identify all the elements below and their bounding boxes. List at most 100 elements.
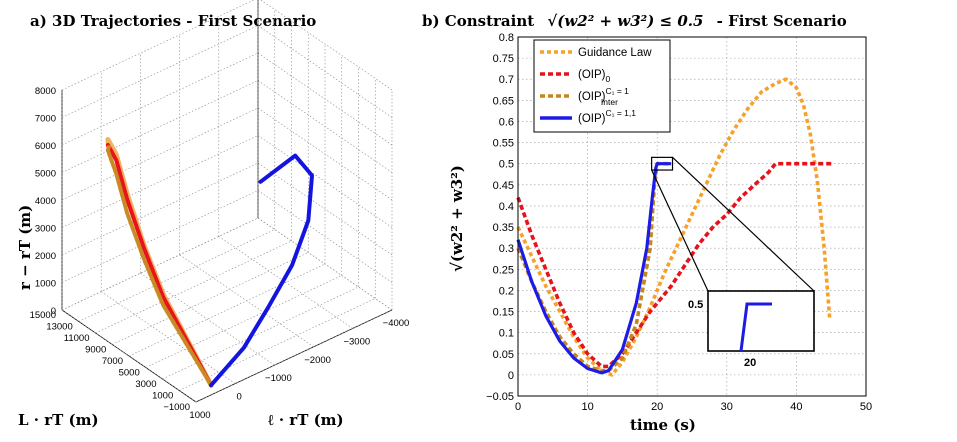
panel-constraint: b) Constraint √(w2² + w3²) ≤ 0.5 - First…: [422, 12, 872, 434]
grid-line: [112, 252, 309, 345]
z-tick-labels: 0 1000 2000 3000 4000 5000 6000 7000 8000: [35, 86, 56, 317]
grid-line: [128, 263, 326, 357]
y-tick-label: 11000: [64, 333, 90, 344]
x-tick-label: −1000: [265, 373, 292, 384]
grid-line: [257, 135, 393, 228]
z-tick-label: 1000: [35, 279, 56, 290]
x-tick-label: −2000: [304, 355, 331, 366]
x-axis-label-2d: time (s): [630, 416, 696, 434]
y-tick-label: 0.35: [493, 222, 514, 234]
y-tick-label: 15000: [30, 310, 56, 321]
y-tick-label: 3000: [135, 379, 156, 390]
y-tick-label: 0.3: [499, 243, 514, 255]
grid-line: [61, 107, 259, 201]
grid-line: [162, 286, 359, 380]
trajectory-0: [105, 137, 214, 388]
grid-line: [218, 236, 353, 329]
y-tick-label: 0.8: [499, 32, 514, 44]
series-line-2: [516, 161, 672, 373]
x-tick-label: 10: [581, 401, 593, 413]
y-tick-label: 0.75: [493, 53, 514, 65]
grid-line: [61, 0, 255, 91]
y-tick-label: 13000: [46, 322, 72, 333]
grid-line: [257, 80, 393, 173]
x-tick-label: 1000: [189, 410, 210, 421]
grid-line: [61, 52, 259, 146]
y-tick-label: 0.25: [493, 264, 514, 276]
trajectory-3: [209, 153, 314, 388]
grid-line: [95, 240, 292, 334]
legend-label-3: (OIP)C₁ = 1,1: [578, 108, 636, 125]
grid-line: [257, 52, 393, 146]
z-tick-label: 3000: [35, 224, 56, 235]
grid-line: [179, 298, 376, 391]
y-tick-label: 5000: [119, 368, 140, 379]
z-tick-label: 0: [51, 306, 56, 317]
grid-line: [145, 275, 342, 368]
x-tick-labels-3d: 1000 0 −1000 −2000 −3000 −4000: [189, 318, 409, 421]
legend-label-0: Guidance Law: [578, 47, 652, 59]
grid-3d: [61, 0, 393, 403]
zoom-inset: 0.5 20: [651, 156, 815, 369]
x-tick-label: −4000: [383, 318, 410, 329]
grid-line: [257, 190, 393, 283]
grid-line: [257, 25, 393, 118]
y-tick-label: 0.1: [499, 328, 514, 340]
grid-line: [61, 162, 259, 256]
y-tick-label: 0: [508, 370, 514, 382]
z-tick-label: 5000: [35, 169, 56, 180]
grid-line: [257, 107, 393, 201]
grid-line: [78, 229, 275, 322]
title-3d: a) 3D Trajectories - First Scenario: [30, 12, 316, 30]
y-tick-label: 7000: [102, 356, 123, 367]
y-tick-label: 0.2: [499, 285, 514, 297]
inset-box: [707, 290, 815, 352]
y-tick-label: 0.15: [493, 307, 514, 319]
x-axis-label-3d: ℓ · rT (m): [268, 411, 344, 429]
title-prefix: b) Constraint: [422, 12, 534, 30]
y-tick-label: 0.05: [493, 349, 514, 361]
title-suffix: - First Scenario: [717, 12, 847, 30]
title-constraint: b) Constraint √(w2² + w3²) ≤ 0.5 - First…: [422, 12, 847, 30]
x-tick-label: −3000: [343, 336, 370, 347]
x-tick-label: 0: [515, 401, 521, 413]
y-tick-label: 0.4: [499, 201, 514, 213]
y-axis-label-2d: √(w2² + w3²): [448, 165, 466, 272]
zoom-box: [651, 156, 674, 171]
grid-line: [61, 80, 259, 173]
y-tick-label: 0.6: [499, 116, 514, 128]
grid-line: [257, 162, 393, 256]
legend-label-1: (OIP)0: [578, 69, 610, 84]
tick-labels-2d: 0 10 20 30 40 50−0.0500.050.10.150.20.250.30.…: [486, 32, 872, 413]
trajectory-2: [105, 145, 214, 388]
z-tick-label: 4000: [35, 196, 56, 207]
y-tick-label: 9000: [85, 345, 106, 356]
legend: Guidance Law (OIP)0 (OIP)C₁ = 1 Inter(OIP)C…: [533, 39, 671, 133]
grid-line: [61, 25, 259, 118]
y-tick-label: 0.65: [493, 95, 514, 107]
z-tick-label: 2000: [35, 251, 56, 262]
inset-line: [739, 302, 772, 352]
grid-line: [61, 135, 259, 228]
panel-3d-trajectories: a) 3D Trajectories - First Scenario 0 100…: [16, 0, 409, 429]
grid-line: [61, 190, 259, 283]
z-tick-label: 8000: [35, 86, 56, 97]
y-tick-label: 0.7: [499, 74, 514, 86]
x-tick-label: 40: [790, 401, 802, 413]
grid-line: [61, 217, 259, 311]
z-tick-label: 7000: [35, 114, 56, 125]
y-tick-label: 0.55: [493, 138, 514, 150]
legend-label-2: (OIP)C₁ = 1 Inter: [578, 86, 629, 107]
x-tick-label: 20: [651, 401, 663, 413]
y-tick-label: −1000: [163, 402, 190, 413]
y-axis-label-3d: L · rT (m): [18, 411, 99, 429]
grid-line: [195, 309, 393, 403]
inset-y-label: 0.5: [688, 299, 703, 311]
series-line-0: [516, 77, 832, 377]
grid-line: [140, 272, 275, 366]
zoom-connector: [672, 156, 815, 292]
inset-x-label: 20: [744, 357, 756, 369]
